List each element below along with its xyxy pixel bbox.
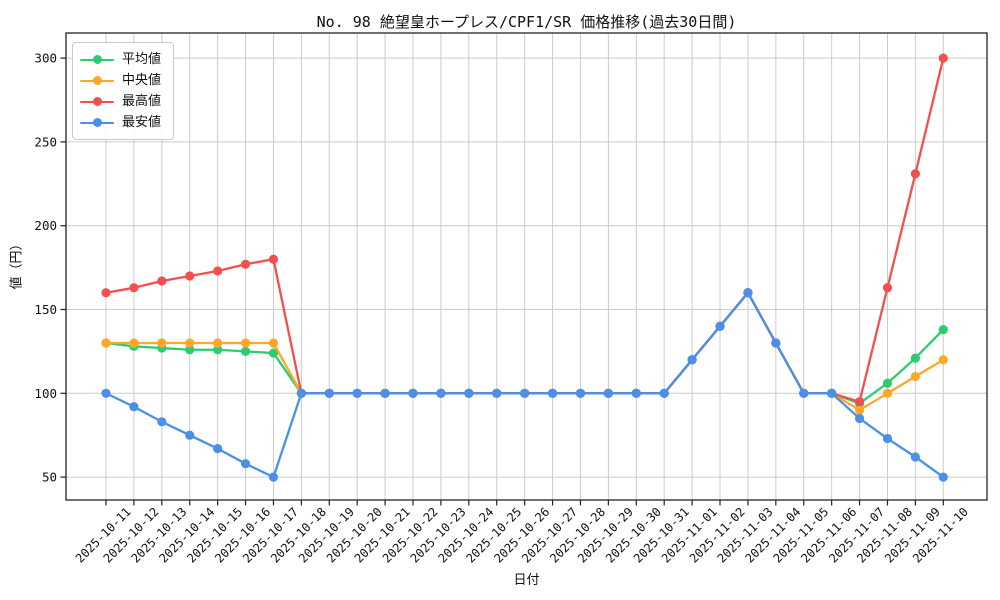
y-tick-label: 300: [34, 51, 57, 66]
legend-swatch-median: [80, 76, 114, 86]
data-point: [799, 388, 809, 398]
plot-border: [65, 32, 988, 501]
data-point: [101, 338, 111, 348]
data-point: [213, 444, 223, 454]
data-point: [408, 388, 418, 398]
data-point: [185, 338, 195, 348]
legend-item-max: 最高値: [80, 92, 161, 111]
data-point: [268, 348, 279, 358]
y-tick-label: 50: [42, 470, 57, 485]
legend-label-average: 平均値: [122, 52, 162, 67]
tick-marks: [60, 57, 944, 506]
series-min: [101, 288, 948, 482]
data-point: [240, 338, 251, 348]
chart-title: No. 98 絶望皇ホープレス/CPF1/SR 価格推移(過去30日間): [316, 13, 737, 31]
data-point: [771, 338, 781, 348]
data-point: [827, 388, 837, 398]
data-point: [157, 338, 167, 348]
data-point: [240, 459, 251, 469]
data-point: [854, 413, 865, 424]
legend-item-average: 平均値: [80, 50, 161, 69]
data-point: [882, 378, 893, 388]
data-point: [882, 433, 893, 444]
y-tick-label: 150: [34, 302, 57, 317]
data-point: [575, 388, 586, 398]
data-point: [687, 355, 697, 365]
data-point: [520, 388, 530, 398]
data-point: [603, 388, 613, 398]
y-tick-labels: 50 100 150 200 250 300: [34, 51, 57, 485]
legend-swatch-max: [80, 97, 114, 107]
data-point: [910, 371, 920, 382]
y-tick-label: 250: [34, 134, 57, 149]
data-point: [129, 402, 139, 412]
data-point: [715, 321, 725, 331]
data-point: [101, 388, 111, 398]
data-point: [185, 430, 195, 440]
data-point: [157, 276, 167, 286]
data-point: [101, 288, 111, 298]
data-point: [268, 472, 279, 482]
data-point: [436, 388, 446, 398]
data-point: [268, 338, 279, 348]
data-point: [743, 288, 753, 298]
data-point: [324, 388, 334, 398]
legend-swatch-average: [80, 55, 114, 65]
data-point: [492, 388, 502, 398]
y-tick-label: 200: [34, 218, 57, 233]
data-point: [185, 271, 195, 281]
data-point: [938, 53, 948, 63]
data-point: [157, 417, 167, 427]
data-point: [352, 388, 362, 398]
data-point: [547, 388, 558, 398]
data-point: [882, 283, 893, 293]
legend-label-max: 最高値: [122, 94, 162, 109]
legend: 平均値中央値最高値最安値: [72, 42, 175, 140]
data-point: [185, 345, 195, 355]
data-point: [464, 388, 474, 398]
legend-item-min: 最安値: [80, 113, 161, 132]
legend-swatch-min: [80, 118, 114, 128]
legend-label-median: 中央値: [122, 73, 162, 88]
data-point: [910, 452, 920, 462]
legend-label-min: 最安値: [122, 115, 162, 130]
data-point: [910, 169, 920, 179]
x-axis-label: 日付: [513, 573, 540, 588]
data-point: [380, 388, 390, 398]
data-point: [129, 283, 139, 293]
legend-item-median: 中央値: [80, 71, 161, 90]
data-point: [129, 338, 139, 348]
data-point: [882, 388, 893, 398]
data-point: [296, 388, 306, 398]
data-point: [910, 353, 920, 363]
data-point: [213, 338, 223, 348]
data-point: [659, 388, 669, 398]
data-point: [938, 472, 948, 482]
y-tick-label: 100: [34, 386, 57, 401]
data-point: [854, 397, 865, 407]
data-point: [631, 388, 641, 398]
data-point: [213, 345, 223, 355]
data-point: [240, 346, 251, 356]
data-point: [268, 254, 279, 264]
x-tick-labels: 2025-10-112025-10-122025-10-132025-10-14…: [73, 505, 971, 566]
data-point: [938, 325, 948, 335]
data-point: [854, 405, 865, 415]
data-point: [213, 266, 223, 276]
data-point: [240, 259, 251, 269]
data-point: [938, 355, 948, 365]
grid: [66, 33, 987, 500]
